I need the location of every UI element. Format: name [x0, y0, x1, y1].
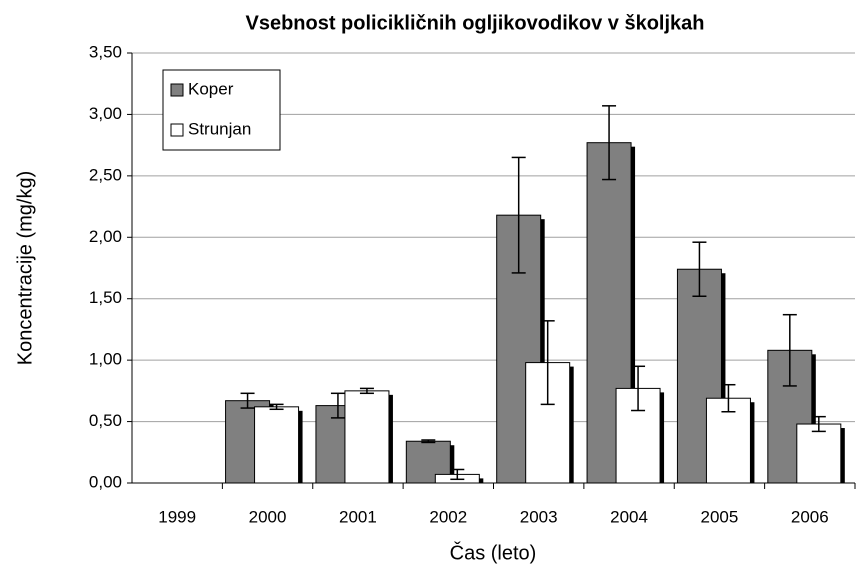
- bar: [254, 406, 300, 484]
- y-tick-label: 0,00: [89, 472, 122, 491]
- legend-box: [162, 69, 281, 151]
- bar-shadow: [631, 146, 636, 483]
- y-tick-label: 2,50: [89, 165, 122, 184]
- bar-shadow: [750, 402, 755, 483]
- x-tick-label: 1999: [158, 507, 196, 526]
- error-bar: [511, 156, 526, 274]
- bar: [344, 390, 390, 484]
- legend-swatch: [170, 123, 184, 137]
- legend-label: Strunjan: [188, 119, 251, 138]
- bar-shadow: [811, 354, 816, 483]
- x-tick-label: 2001: [339, 507, 377, 526]
- error-bar: [269, 403, 284, 411]
- error-bar: [721, 383, 736, 413]
- legend-swatch: [170, 83, 184, 97]
- x-tick-label: 2000: [249, 507, 287, 526]
- bar-shadow: [388, 394, 393, 483]
- x-tick-label: 2004: [610, 507, 648, 526]
- error-bar: [330, 392, 345, 419]
- bar-shadow: [569, 366, 574, 483]
- y-tick-label: 0,50: [89, 411, 122, 430]
- bar-shadow: [721, 273, 726, 483]
- bar-shadow: [479, 478, 484, 483]
- y-tick-label: 3,00: [89, 104, 122, 123]
- error-bar: [450, 468, 465, 481]
- y-tick-label: 3,50: [89, 42, 122, 61]
- legend-label: Koper: [188, 79, 234, 98]
- bar: [796, 423, 842, 484]
- bar-shadow: [298, 410, 303, 483]
- bar: [676, 268, 722, 484]
- bar-shadow: [660, 392, 665, 483]
- error-bar: [421, 439, 436, 444]
- error-bar: [359, 387, 374, 395]
- bar-shadow: [450, 445, 455, 483]
- y-tick-label: 1,50: [89, 288, 122, 307]
- bar-shadow: [840, 428, 845, 483]
- bar-shadow: [540, 219, 545, 483]
- x-tick-label: 2006: [791, 507, 829, 526]
- error-bar: [240, 392, 255, 409]
- error-bar: [602, 105, 617, 181]
- y-tick-label: 1,00: [89, 350, 122, 369]
- x-tick-label: 2005: [701, 507, 739, 526]
- error-bar: [782, 313, 797, 387]
- x-axis-title: Čas (leto): [450, 541, 537, 564]
- error-bar: [692, 241, 707, 298]
- x-tick-label: 2002: [429, 507, 467, 526]
- error-bar: [811, 415, 826, 433]
- y-axis-title: Koncentracije (mg/kg): [14, 171, 36, 366]
- error-bar: [631, 365, 646, 412]
- chart-title: Vsebnost policikličnih ogljikovodikov v …: [245, 12, 704, 34]
- x-tick-label: 2003: [520, 507, 558, 526]
- error-bar: [540, 320, 555, 406]
- y-tick-label: 2,00: [89, 227, 122, 246]
